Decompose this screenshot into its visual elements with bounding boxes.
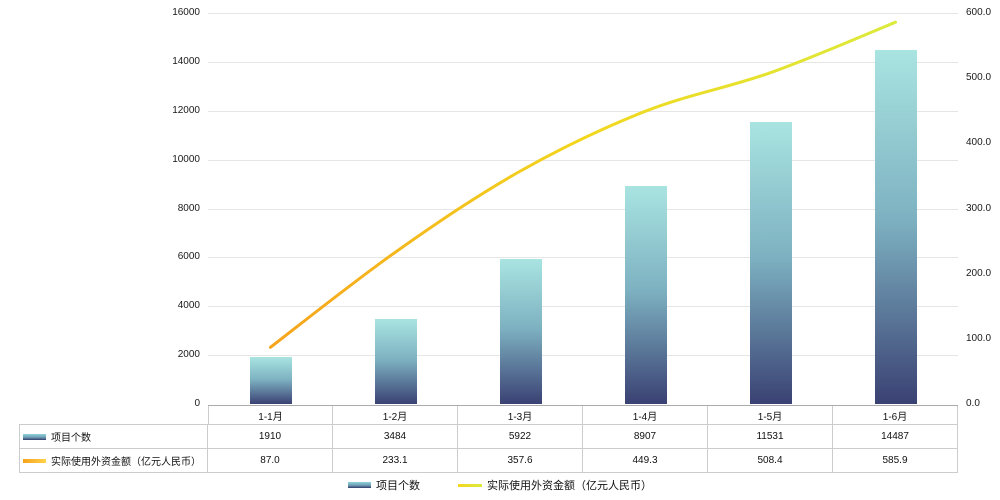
table-row-capital: 实际使用外资金额（亿元人民币） 87.0 233.1 357.6 449.3 508.4… (19, 448, 958, 473)
data-table: 1-1月 1-2月 1-3月 1-4月 1-5月 1-6月 项目个数 1910 3484 59… (19, 405, 959, 473)
bar-category-4 (624, 186, 667, 404)
right-axis-tick-label: 400.0 (966, 137, 992, 149)
table-value-cell: 449.3 (583, 449, 708, 472)
x-axis-category-label: 1-6月 (833, 406, 958, 424)
table-series-label-cell: 实际使用外资金额（亿元人民币） (19, 449, 208, 472)
right-axis-tick-label: 500.0 (966, 72, 992, 84)
left-axis-tick-label: 12000 (172, 104, 200, 116)
grid-line (208, 61, 958, 63)
legend-label: 项目个数 (376, 480, 420, 492)
table-value-cell: 233.1 (333, 449, 458, 472)
table-series-label: 实际使用外资金额（亿元人民币） (51, 457, 201, 468)
x-axis-category-label: 1-5月 (708, 406, 833, 424)
left-axis-tick-label: 2000 (177, 349, 200, 361)
left-axis-tick-label: 6000 (177, 251, 200, 263)
line-series-path (269, 20, 897, 349)
bar-category-5 (749, 122, 792, 404)
left-axis-tick-label: 16000 (172, 7, 200, 18)
grid-line (208, 13, 958, 14)
bar-series-swatch-icon (23, 433, 46, 440)
right-axis-tick-label: 200.0 (966, 267, 992, 279)
x-axis-category-label: 1-3月 (458, 406, 583, 424)
grid-line (208, 355, 958, 357)
bar-series-swatch-icon (348, 482, 371, 488)
chart-legend: 项目个数 实际使用外资金额（亿元人民币） (0, 476, 1000, 494)
table-value-cell: 5922 (458, 425, 583, 448)
legend-label: 实际使用外资金额（亿元人民币） (487, 480, 652, 492)
left-axis-tick-label: 8000 (177, 202, 200, 214)
x-axis-category-label: 1-1月 (208, 406, 333, 424)
grid-line (208, 306, 958, 308)
table-value-cell: 585.9 (833, 449, 958, 472)
left-axis-tick-label: 0 (194, 398, 200, 409)
grid-line (208, 208, 958, 210)
bar-category-3 (499, 259, 542, 404)
line-series-swatch-icon (23, 458, 46, 463)
table-value-cell: 87.0 (208, 449, 333, 472)
table-value-cell: 508.4 (708, 449, 833, 472)
table-value-cell: 1910 (208, 425, 333, 448)
grid-line (208, 159, 958, 161)
table-series-label-cell: 项目个数 (19, 425, 208, 448)
line-series (269, 20, 897, 349)
grid-line (208, 257, 958, 259)
right-axis-tick-label: 300.0 (966, 202, 992, 214)
left-axis-tick-label: 4000 (177, 300, 200, 312)
table-value-cell: 11531 (708, 425, 833, 448)
legend-item-bar-series[interactable]: 项目个数 (348, 477, 420, 493)
table-value-cell: 3484 (333, 425, 458, 448)
table-value-cell: 357.6 (458, 449, 583, 472)
bar-category-1 (249, 357, 292, 404)
left-axis-tick-label: 14000 (172, 55, 200, 67)
grid-line (208, 110, 958, 112)
x-axis-category-label: 1-4月 (583, 406, 708, 424)
bar-category-2 (374, 318, 417, 404)
legend-item-line-series[interactable]: 实际使用外资金额（亿元人民币） (458, 477, 652, 493)
table-value-cell: 14487 (833, 425, 958, 448)
x-axis-category-row: 1-1月 1-2月 1-3月 1-4月 1-5月 1-6月 (208, 405, 958, 424)
right-axis-tick-label: 0.0 (966, 398, 980, 409)
left-axis-tick-label: 10000 (172, 153, 200, 165)
bar-category-6 (874, 50, 917, 404)
line-series-swatch-icon (458, 483, 482, 487)
table-row-projects: 项目个数 1910 3484 5922 8907 11531 14487 (19, 424, 958, 448)
right-axis-tick-label: 100.0 (966, 332, 992, 344)
plot-area (208, 0, 958, 405)
table-value-cell: 8907 (583, 425, 708, 448)
x-axis-category-label: 1-2月 (333, 406, 458, 424)
table-series-label: 项目个数 (51, 433, 91, 444)
right-axis-tick-label: 600.0 (966, 7, 992, 18)
